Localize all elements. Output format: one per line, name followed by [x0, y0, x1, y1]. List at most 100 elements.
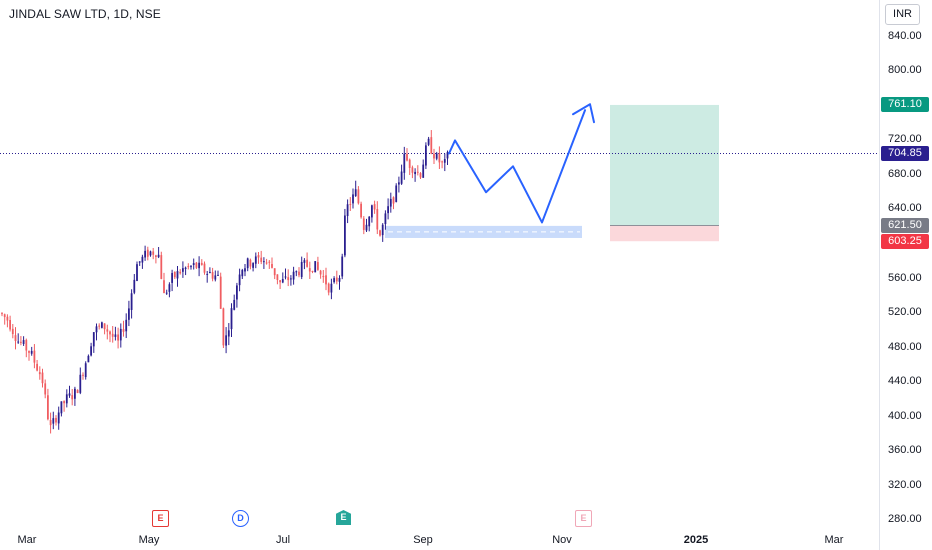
price-tick-label: 840.00	[888, 29, 922, 42]
candle-body	[57, 412, 60, 424]
candle-body	[52, 418, 55, 424]
candle-body	[384, 213, 387, 225]
candle-body	[227, 330, 230, 337]
candle-body	[306, 259, 308, 267]
time-tick-label: 2025	[683, 534, 709, 546]
candle-body	[335, 277, 338, 282]
candle-body	[422, 164, 425, 178]
candle-body	[111, 333, 114, 337]
dividend-event-marker[interactable]: D	[232, 510, 249, 527]
candle-body	[360, 203, 362, 218]
candle-body	[6, 316, 9, 321]
price-tick-label: 440.00	[888, 375, 922, 388]
candle-body	[141, 256, 144, 263]
candle-body	[330, 283, 333, 293]
candle-body	[187, 266, 190, 268]
price-tick-label: 400.00	[888, 409, 922, 422]
candle-body	[246, 258, 249, 269]
candle-body	[47, 395, 49, 420]
candle-body	[144, 250, 146, 258]
candle-body	[1, 313, 3, 315]
candle-body	[357, 189, 360, 204]
split-event-marker[interactable]: E	[336, 510, 351, 525]
candle-body	[109, 331, 111, 335]
overlay-layer	[448, 103, 595, 224]
candle-body	[411, 167, 414, 173]
candle-body	[263, 261, 265, 263]
price-tick-label: 320.00	[888, 478, 922, 491]
candle-body	[119, 328, 122, 341]
candle-body	[44, 383, 47, 395]
candle-body	[184, 267, 187, 269]
candle-body	[338, 277, 341, 282]
candle-body	[22, 340, 25, 344]
candle-body	[98, 325, 101, 327]
candle-body	[354, 189, 357, 196]
candle-body	[433, 153, 435, 159]
candle-body	[60, 401, 63, 414]
price-tick-label: 640.00	[888, 202, 922, 215]
candle-body	[430, 137, 433, 154]
candle-body	[352, 194, 354, 204]
candle-body	[84, 363, 87, 378]
candle-body	[49, 420, 52, 426]
stop-price-badge: 603.25	[881, 233, 929, 249]
candle-body	[400, 171, 403, 184]
candle-body	[149, 251, 152, 256]
candle-body	[379, 230, 381, 236]
candle-body	[168, 284, 171, 292]
entry-price-badge: 621.50	[881, 217, 929, 233]
candle-body	[55, 417, 57, 423]
earnings-event-marker[interactable]: E	[152, 510, 169, 527]
candle-body	[63, 401, 65, 404]
candle-body	[133, 279, 136, 293]
candle-body	[171, 273, 173, 283]
candle-body	[416, 171, 419, 173]
candle-body	[152, 251, 155, 255]
candle-body	[236, 285, 238, 300]
candle-body	[276, 274, 279, 280]
candle-body	[308, 268, 311, 272]
candle-body	[79, 374, 82, 393]
candle-body	[76, 389, 79, 393]
candle-body	[365, 224, 368, 231]
candle-body	[87, 355, 90, 363]
candle-body	[238, 274, 241, 286]
candle-body	[268, 261, 271, 263]
price-tick-label: 800.00	[888, 64, 922, 77]
candle-body	[317, 262, 319, 270]
candle-body	[138, 261, 141, 263]
candle-body	[311, 270, 314, 272]
candle-body	[9, 320, 11, 330]
last-price-badge: 704.85	[881, 146, 929, 161]
candle-body	[114, 334, 117, 337]
price-tick-label: 520.00	[888, 306, 922, 319]
candle-body	[341, 256, 344, 277]
earnings-upcoming-event-marker[interactable]: E	[575, 510, 592, 527]
candle-body	[122, 329, 125, 332]
candle-body	[103, 323, 106, 330]
candle-body	[249, 259, 252, 267]
candle-body	[41, 372, 44, 384]
candle-body	[419, 173, 422, 178]
candle-body	[230, 308, 233, 330]
candle-body	[206, 273, 209, 275]
candle-body	[427, 138, 430, 145]
candle-body	[71, 395, 74, 400]
candle-body	[325, 275, 327, 285]
candle-body	[303, 260, 306, 263]
candle-body	[344, 215, 346, 256]
candle-body	[20, 341, 22, 343]
candle-body	[14, 335, 17, 341]
candle-body	[225, 335, 227, 346]
price-chart[interactable]	[0, 0, 880, 550]
stop-zone	[610, 225, 719, 242]
candle-body	[314, 261, 317, 273]
currency-selector[interactable]: INR	[885, 4, 920, 25]
candle-body	[373, 204, 376, 210]
price-tick-label: 720.00	[888, 133, 922, 146]
candle-body	[257, 255, 260, 258]
candle-body	[327, 283, 330, 293]
candle-body	[130, 293, 133, 310]
candle-body	[271, 264, 273, 268]
